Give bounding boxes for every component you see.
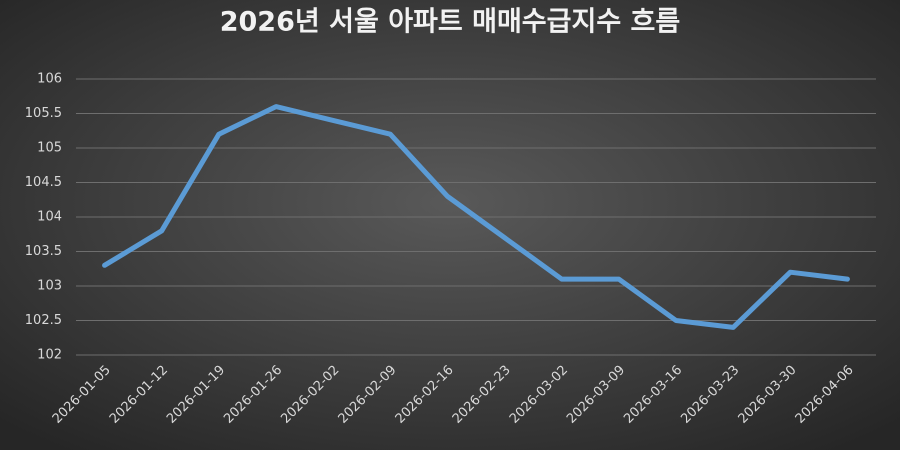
y-tick-label: 104 (37, 210, 62, 225)
y-tick-label: 104.5 (25, 175, 62, 190)
y-tick-label: 103.5 (25, 244, 62, 259)
y-tick-label: 103 (37, 279, 62, 294)
y-tick-label: 102.5 (25, 313, 62, 328)
y-tick-label: 102 (37, 348, 62, 363)
y-tick-label: 105 (37, 141, 62, 156)
chart-title: 2026년 서울 아파트 매매수급지수 흐름 (220, 7, 681, 38)
data-line (102, 104, 850, 330)
y-tick-label: 105.5 (25, 106, 62, 121)
y-tick-label: 106 (37, 72, 62, 87)
